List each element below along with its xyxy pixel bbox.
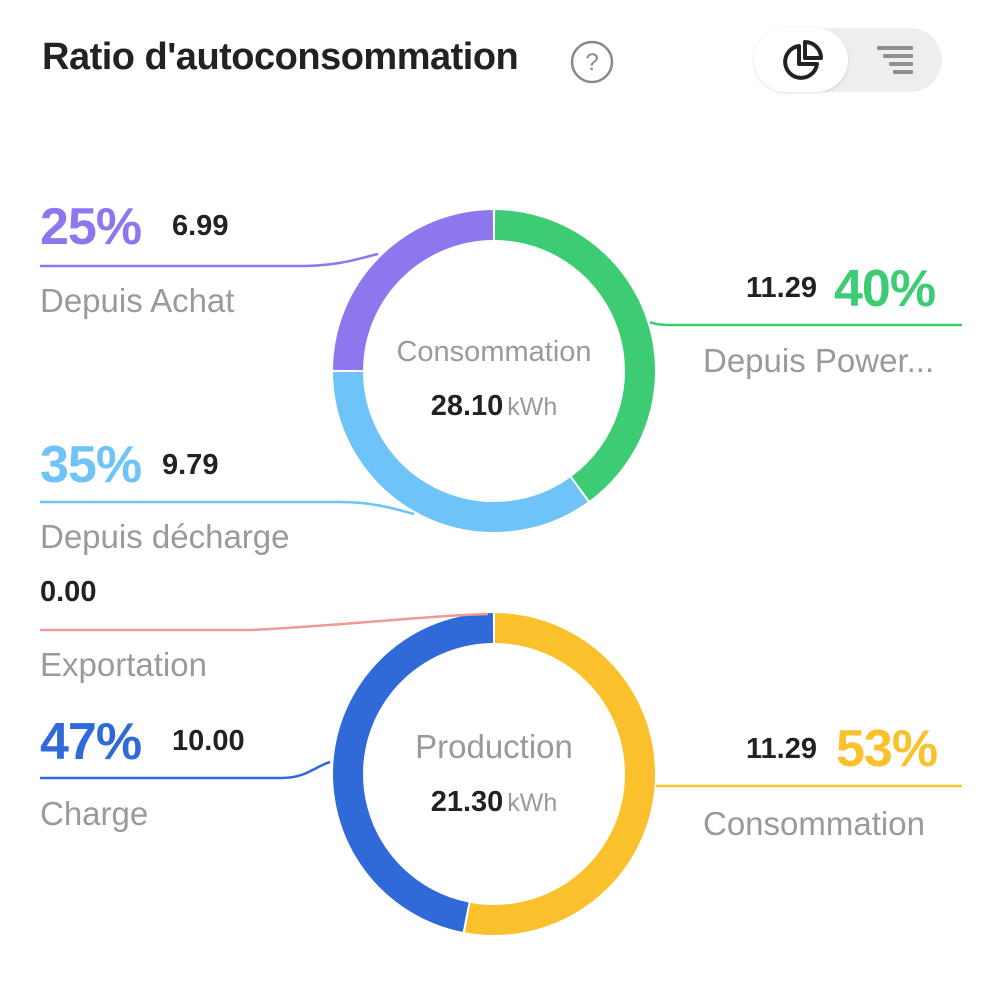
consommation-percent: 53% <box>836 720 938 778</box>
leader-depuis-decharge <box>40 500 415 516</box>
exportation-label: Exportation <box>40 646 207 683</box>
depuis-achat-value: 6.99 <box>172 210 229 242</box>
leader-charge <box>40 760 331 780</box>
charge-percent: 47% <box>40 713 142 771</box>
consumption-total: 28.10 kWh <box>430 390 558 422</box>
page-title: Ratio d'autoconsommation <box>42 36 519 78</box>
consumption-slice-2 <box>333 210 494 371</box>
leader-depuis-achat <box>40 252 379 268</box>
pie-chart-icon <box>783 40 823 80</box>
depuis-decharge-percent: 35% <box>40 436 142 494</box>
production-slice-1 <box>333 613 494 932</box>
consumption-slice-0 <box>494 210 655 501</box>
svg-text:?: ? <box>585 49 598 76</box>
depuis-achat-label: Depuis Achat <box>40 282 235 319</box>
help-icon[interactable]: ? <box>570 40 614 84</box>
depuis-power-percent: 40% <box>834 260 936 318</box>
charge-value: 10.00 <box>172 725 245 757</box>
charge-label: Charge <box>40 795 149 832</box>
production-donut <box>333 613 655 935</box>
leader-exportation <box>40 612 489 632</box>
production-center-label: Production <box>415 728 573 765</box>
production-total: 21.30 kWh <box>430 786 558 818</box>
depuis-decharge-value: 9.79 <box>162 449 219 481</box>
depuis-decharge-label: Depuis décharge <box>40 518 290 555</box>
depuis-power-label: Depuis Power... <box>703 342 935 379</box>
list-view-button[interactable] <box>848 28 942 92</box>
bar-list-icon <box>877 46 913 74</box>
depuis-power-value: 11.29 <box>746 272 817 304</box>
depuis-achat-percent: 25% <box>40 198 142 256</box>
consommation-value: 11.29 <box>746 733 817 765</box>
view-toggle <box>754 28 942 92</box>
pie-view-button[interactable] <box>754 28 848 92</box>
consommation-label: Consommation <box>703 805 925 842</box>
consumption-center-label: Consommation <box>396 336 592 368</box>
production-slice-0 <box>464 613 655 935</box>
consumption-slice-1 <box>333 371 588 532</box>
leader-depuis-power <box>649 320 962 327</box>
consumption-donut <box>333 210 655 532</box>
exportation-value: 0.00 <box>40 576 97 608</box>
